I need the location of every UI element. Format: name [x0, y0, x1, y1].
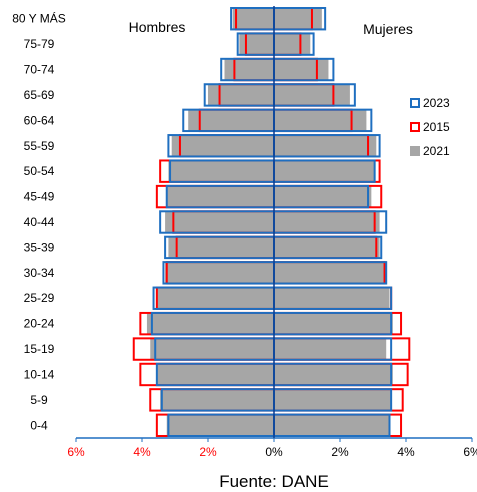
- x-tick-label: 2%: [199, 445, 217, 459]
- bar-2021-mujeres-40-44: [274, 211, 380, 233]
- bar-2021-mujeres-70-74: [274, 58, 329, 81]
- age-label-35-39: 35-39: [24, 240, 55, 254]
- bar-2021-mujeres-35-39: [274, 236, 380, 259]
- age-label-25-29: 25-29: [24, 291, 55, 305]
- legend-swatch-2021: [410, 146, 420, 156]
- mujeres-label: Mujeres: [363, 21, 413, 37]
- x-tick-label: 6%: [67, 445, 85, 459]
- age-label-15-19: 15-19: [24, 342, 55, 356]
- age-label-10-14: 10-14: [24, 367, 55, 381]
- bar-2021-hombres-55-59: [171, 135, 274, 157]
- bar-2021-mujeres-60-64: [274, 109, 367, 132]
- age-label-75-79: 75-79: [24, 37, 55, 51]
- bar-2021-hombres-20-24: [146, 312, 274, 335]
- legend-swatch-2023: [410, 98, 420, 108]
- age-label-55-59: 55-59: [24, 139, 55, 153]
- age-label-80-y-más: 80 Y MÁS: [12, 11, 66, 26]
- axes: 6% 4% 2% 0% 2% 4% 6%: [67, 6, 477, 459]
- bar-2021-mujeres-0-4: [274, 414, 390, 436]
- bar-2021-hombres-45-49: [166, 185, 274, 208]
- age-label-50-54: 50-54: [24, 164, 55, 178]
- legend-label-2015: 2015: [423, 120, 450, 134]
- bar-2021-hombres-60-64: [188, 109, 274, 132]
- bar-2021-mujeres-80-y-más: [274, 8, 322, 30]
- age-label-65-69: 65-69: [24, 88, 55, 102]
- bar-2021-hombres-0-4: [166, 414, 274, 436]
- bar-2021-mujeres-10-14: [274, 363, 393, 386]
- hombres-label: Hombres: [129, 19, 186, 35]
- x-tick-label: 4%: [397, 445, 415, 459]
- x-tick-label: 0%: [265, 445, 283, 459]
- bar-2021-hombres-70-74: [224, 58, 274, 81]
- legend-label-2023: 2023: [423, 96, 450, 110]
- x-tick-label: 2%: [331, 445, 349, 459]
- bar-2021-mujeres-25-29: [274, 287, 390, 309]
- bar-2021-mujeres-5-9: [274, 389, 392, 411]
- age-label-45-49: 45-49: [24, 190, 55, 204]
- age-label-0-4: 0-4: [30, 418, 48, 432]
- age-label-70-74: 70-74: [24, 63, 55, 77]
- bar-2021-hombres-80-y-más: [232, 8, 274, 30]
- bar-2021-mujeres-15-19: [274, 338, 387, 360]
- bar-2021-mujeres-65-69: [274, 84, 350, 106]
- series-2021-bars: [146, 8, 393, 436]
- bar-2021-mujeres-30-34: [274, 262, 385, 284]
- bar-2021-hombres-40-44: [165, 211, 274, 233]
- bar-2021-hombres-75-79: [239, 33, 274, 55]
- age-label-20-24: 20-24: [24, 317, 55, 331]
- bar-2021-hombres-10-14: [156, 363, 274, 386]
- bar-2021-hombres-35-39: [168, 236, 274, 259]
- bar-2021-mujeres-45-49: [274, 185, 372, 208]
- x-tick-label: 4%: [133, 445, 151, 459]
- bar-2021-hombres-30-34: [165, 262, 274, 284]
- bar-2021-mujeres-20-24: [274, 312, 393, 335]
- bar-2021-hombres-5-9: [160, 389, 274, 411]
- bar-2021-hombres-25-29: [156, 287, 274, 309]
- bar-2021-mujeres-75-79: [274, 33, 311, 55]
- bar-2021-hombres-65-69: [208, 84, 274, 106]
- bar-2021-mujeres-55-59: [274, 135, 377, 157]
- age-label-5-9: 5-9: [30, 393, 48, 407]
- legend: 2023 2015 2021: [410, 96, 450, 158]
- age-label-30-34: 30-34: [24, 266, 55, 280]
- age-label-60-64: 60-64: [24, 113, 55, 127]
- bar-2021-hombres-15-19: [150, 338, 274, 360]
- age-group-labels: 0-4 5-9 10-14 15-19 20-24 25-29 30-34 35-39 40-4…: [12, 11, 66, 433]
- bar-2021-hombres-50-54: [168, 160, 274, 182]
- age-label-40-44: 40-44: [24, 215, 55, 229]
- x-tick-label: 6%: [463, 445, 477, 459]
- legend-label-2021: 2021: [423, 144, 450, 158]
- source-note: Fuente: DANE: [219, 472, 329, 491]
- bar-2021-mujeres-50-54: [274, 160, 375, 182]
- legend-swatch-2015: [410, 122, 420, 132]
